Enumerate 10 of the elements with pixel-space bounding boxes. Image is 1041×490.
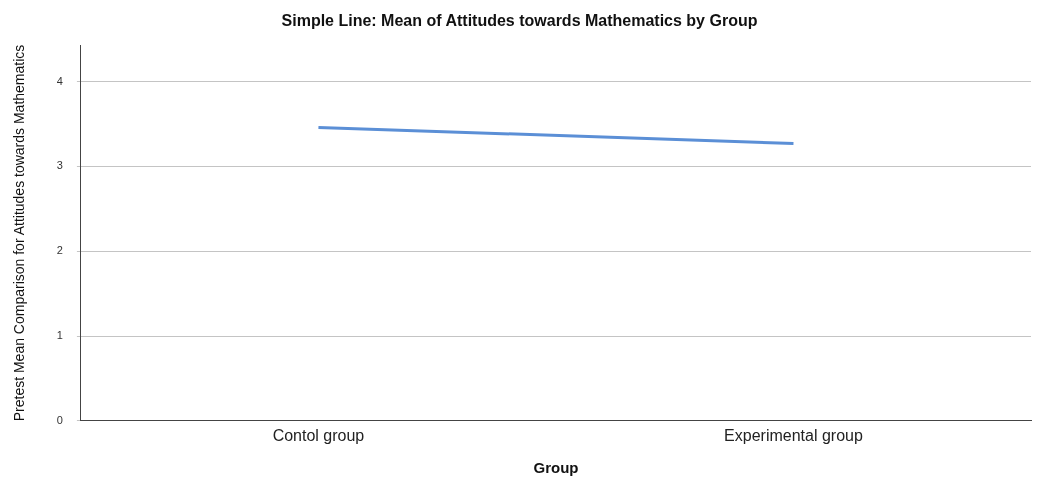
y-tick-label: 3 [56, 159, 63, 172]
chart-title: Simple Line: Mean of Attitudes towards Mathematics by Group [281, 12, 758, 30]
y-tick-label: 2 [56, 244, 63, 257]
y-tick-label: 4 [56, 74, 63, 87]
y-axis-title: Pretest Mean Comparison for Attitudes towards Mathematics [11, 44, 28, 422]
y-tick-label: 0 [56, 413, 63, 426]
y-tick-label: 1 [56, 329, 63, 342]
x-tick-label: Contol group [272, 426, 365, 444]
x-tick-label: Experimental group [724, 426, 863, 444]
x-axis-title: Group [533, 459, 579, 477]
